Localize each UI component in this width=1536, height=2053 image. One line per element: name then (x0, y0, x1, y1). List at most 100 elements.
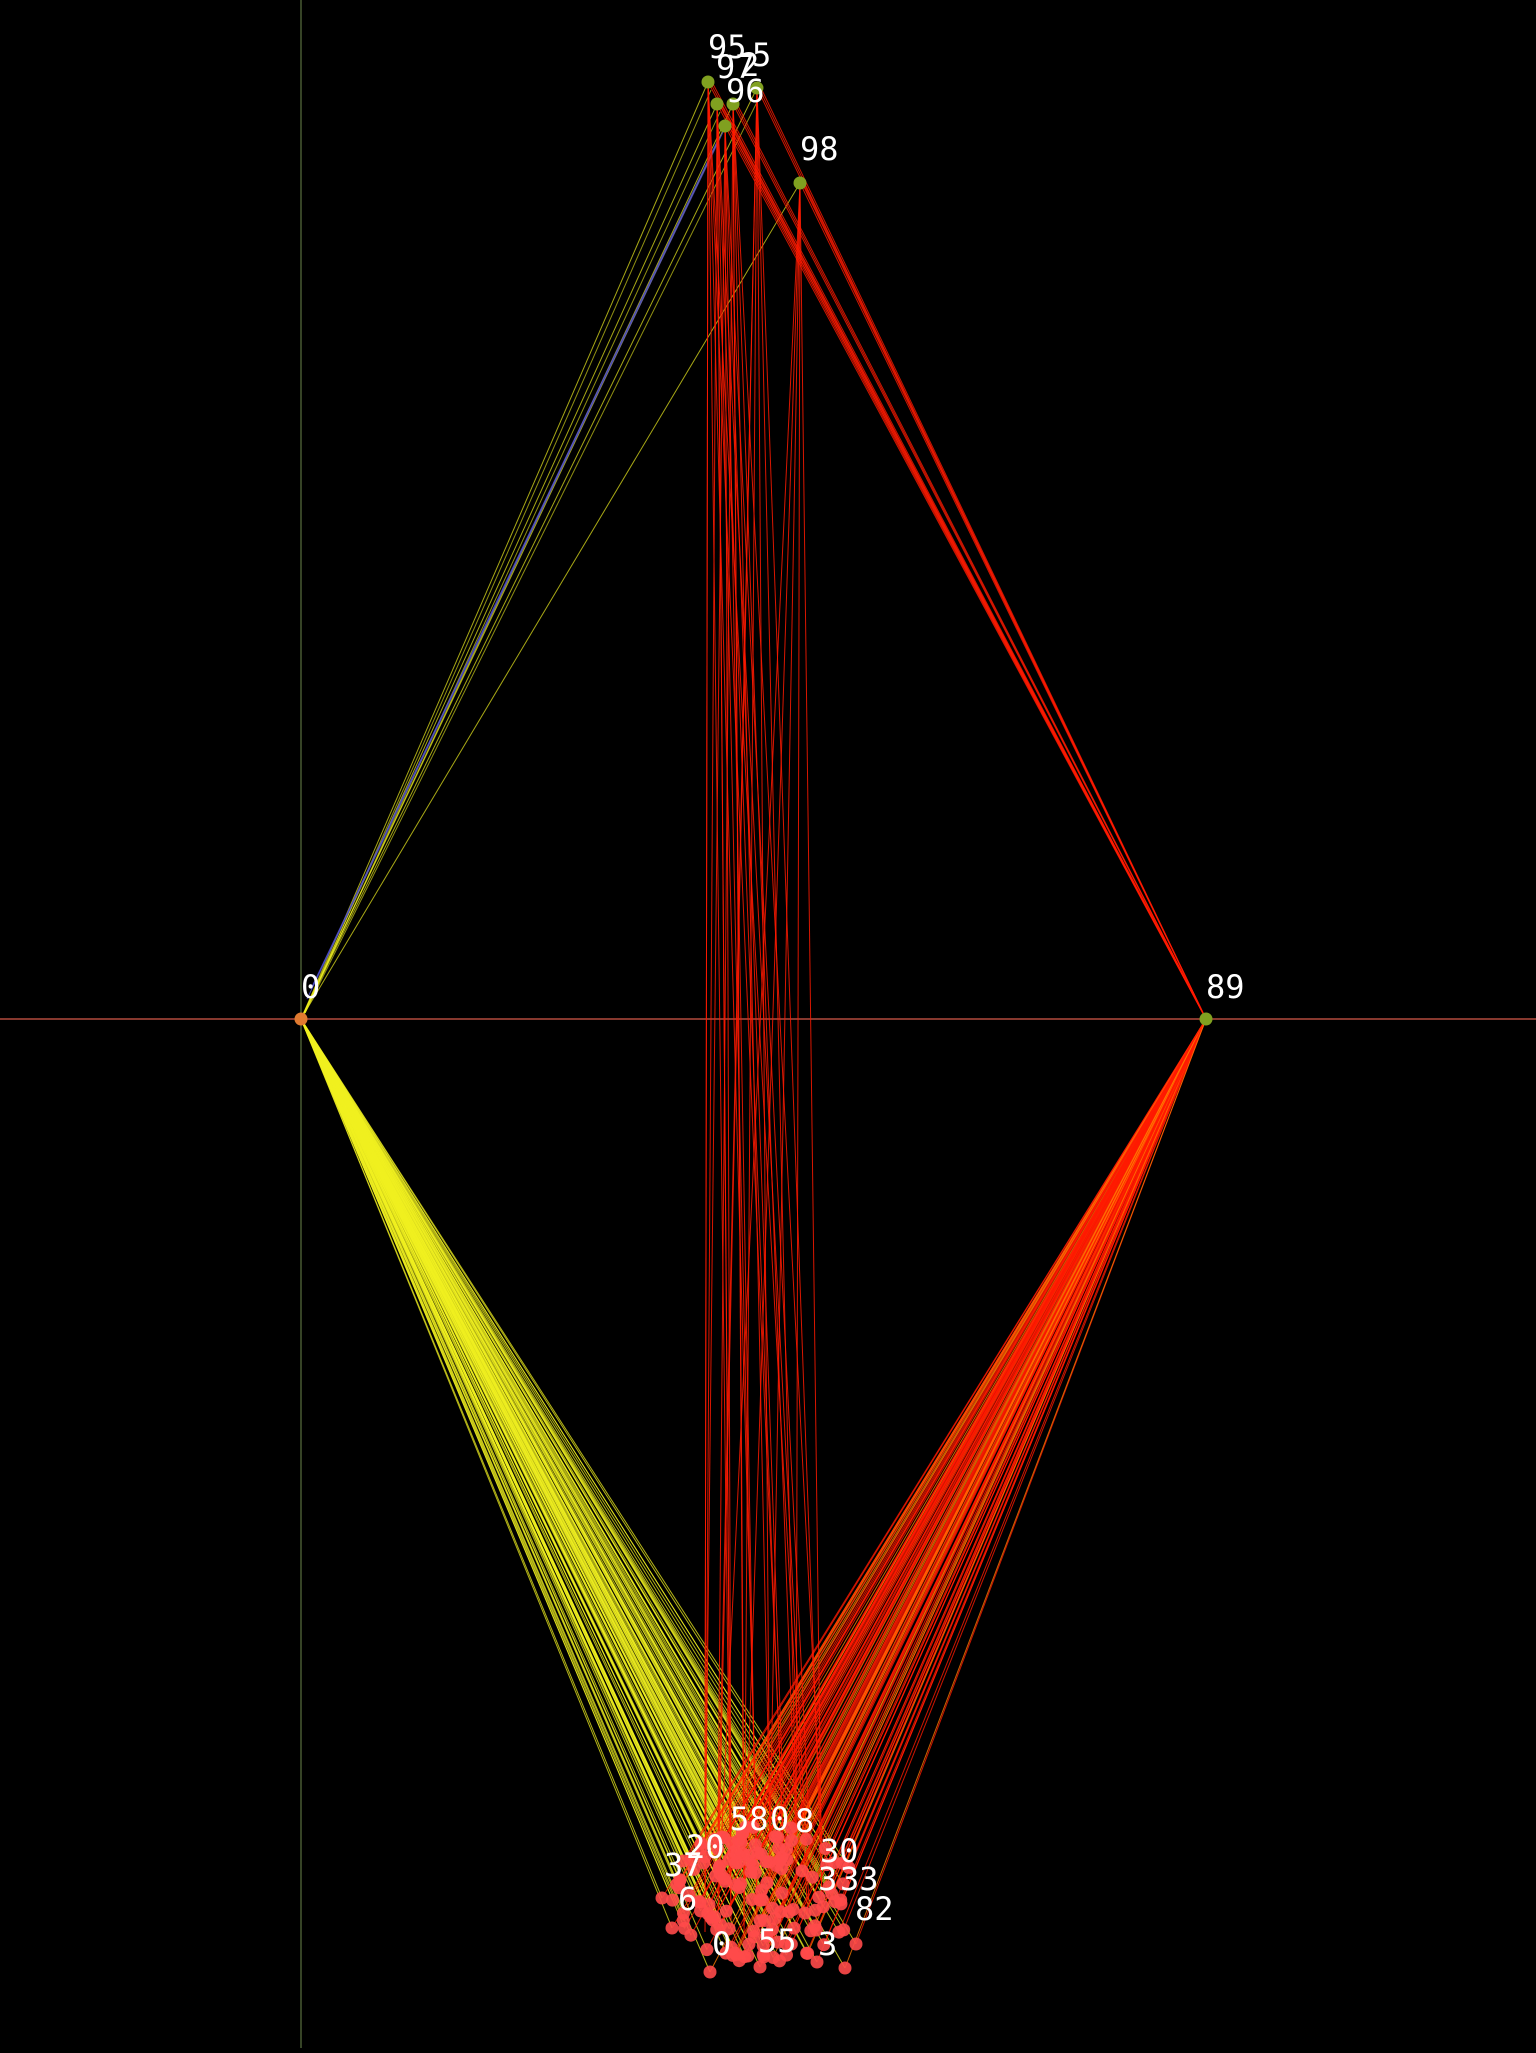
cluster-node[interactable] (804, 1924, 818, 1938)
cluster-node[interactable] (827, 1856, 841, 1870)
cluster-node-label: 33 (840, 1860, 879, 1898)
cluster-node[interactable] (775, 1886, 789, 1900)
edge-hub-cluster (814, 1018, 1207, 1911)
cluster-node[interactable] (817, 1938, 831, 1952)
top-node[interactable] (710, 97, 724, 111)
cluster-node[interactable] (708, 1910, 722, 1924)
cluster-node[interactable] (818, 1842, 832, 1855)
origin-node-label: 0 (301, 968, 320, 1006)
cluster-node[interactable] (738, 1950, 752, 1964)
cluster-node[interactable] (766, 1901, 779, 1915)
cluster-node[interactable] (670, 1878, 684, 1891)
top-node[interactable] (793, 176, 807, 190)
origin-node[interactable] (294, 1012, 308, 1026)
edge-top-hub (803, 182, 1207, 1020)
cluster-node[interactable] (746, 1858, 760, 1872)
cluster-node[interactable] (799, 1832, 813, 1846)
cluster-node-label: 6 (678, 1880, 697, 1918)
cluster-node[interactable] (836, 1877, 850, 1891)
top-node[interactable] (750, 81, 764, 95)
edge-origin-top (306, 129, 725, 1000)
cluster-node[interactable] (677, 1906, 690, 1920)
edge-origin-cluster (300, 1018, 678, 1885)
cluster-node[interactable] (697, 1856, 711, 1870)
cluster-node[interactable] (753, 1960, 767, 1974)
cluster-node-label: 0 (770, 1800, 789, 1838)
cluster-node[interactable] (676, 1854, 690, 1868)
edge-origin-cluster (300, 1018, 828, 1865)
cluster-node[interactable] (842, 1860, 856, 1874)
cluster-node[interactable] (805, 1870, 819, 1884)
edge-top-cluster (732, 103, 797, 1841)
cluster-node[interactable] (722, 1922, 736, 1936)
cluster-node[interactable] (808, 1903, 822, 1917)
edge-top-cluster (769, 182, 801, 1840)
cluster-node[interactable] (772, 1841, 786, 1855)
cluster-node[interactable] (798, 1906, 812, 1920)
cluster-node[interactable] (719, 1904, 733, 1918)
cluster-node[interactable] (734, 1835, 748, 1849)
cluster-node[interactable] (757, 1950, 771, 1964)
cluster-node[interactable] (665, 1921, 679, 1935)
cluster-node[interactable] (692, 1895, 706, 1909)
cluster-node[interactable] (694, 1841, 708, 1855)
cluster-node[interactable] (760, 1876, 774, 1890)
cluster-node[interactable] (834, 1897, 848, 1911)
edge-origin-cluster (300, 1018, 770, 1863)
top-node[interactable] (718, 119, 732, 133)
cluster-node[interactable] (703, 1965, 717, 1979)
cluster-node[interactable] (801, 1946, 815, 1960)
cluster-node-label: 3 (818, 1925, 837, 1963)
cluster-node[interactable] (714, 1830, 728, 1844)
cluster-node[interactable] (771, 1830, 785, 1844)
cluster-node-label: 3 (818, 1860, 837, 1898)
cluster-node[interactable] (682, 1889, 696, 1902)
edge-origin-cluster (300, 1018, 844, 1885)
edge-origin-cluster (300, 1018, 673, 1901)
edge-origin-cluster (300, 1018, 736, 1954)
cluster-node[interactable] (729, 1878, 743, 1892)
cluster-node[interactable] (747, 1924, 761, 1938)
cluster-node[interactable] (700, 1943, 714, 1957)
cluster-node[interactable] (742, 1937, 756, 1951)
cluster-node[interactable] (773, 1954, 786, 1968)
cluster-node[interactable] (748, 1838, 762, 1852)
cluster-node[interactable] (784, 1937, 798, 1951)
cluster-node[interactable] (838, 1961, 852, 1975)
cluster-node[interactable] (746, 1820, 760, 1834)
top-node[interactable] (726, 97, 740, 111)
edge-hub-cluster (807, 1018, 1207, 1954)
cluster-node[interactable] (785, 1833, 798, 1847)
right-hub-node[interactable] (1199, 1012, 1213, 1026)
cluster-node[interactable] (741, 1848, 755, 1862)
cluster-node[interactable] (825, 1887, 839, 1901)
cluster-node[interactable] (832, 1925, 846, 1939)
cluster-node[interactable] (849, 1937, 863, 1951)
cluster-node[interactable] (655, 1891, 669, 1905)
cluster-node[interactable] (810, 1955, 824, 1969)
cluster-node[interactable] (760, 1929, 774, 1943)
edge-top-cluster (724, 125, 810, 1822)
edge-origin-cluster (300, 1018, 722, 1838)
edge-hub-cluster (661, 1018, 1207, 1899)
edge-origin-cluster (300, 1018, 842, 1905)
cluster-node[interactable] (753, 1893, 767, 1907)
cluster-node[interactable] (787, 1921, 801, 1935)
edge-hub-cluster (744, 1018, 1207, 1957)
edge-top-cluster (799, 182, 823, 1912)
edge-hub-cluster (752, 1018, 1207, 1828)
cluster-node[interactable] (719, 1946, 733, 1960)
cluster-node[interactable] (771, 1935, 785, 1949)
cluster-node[interactable] (666, 1893, 679, 1907)
cluster-node[interactable] (713, 1859, 727, 1873)
cluster-node[interactable] (684, 1928, 698, 1942)
cluster-node[interactable] (756, 1939, 770, 1953)
cluster-node[interactable] (795, 1864, 809, 1878)
cluster-node[interactable] (753, 1914, 767, 1928)
top-node[interactable] (701, 75, 715, 89)
cluster-node[interactable] (773, 1853, 787, 1867)
cluster-node[interactable] (730, 1846, 744, 1860)
cluster-node[interactable] (784, 1821, 798, 1835)
cluster-node[interactable] (762, 1855, 776, 1869)
